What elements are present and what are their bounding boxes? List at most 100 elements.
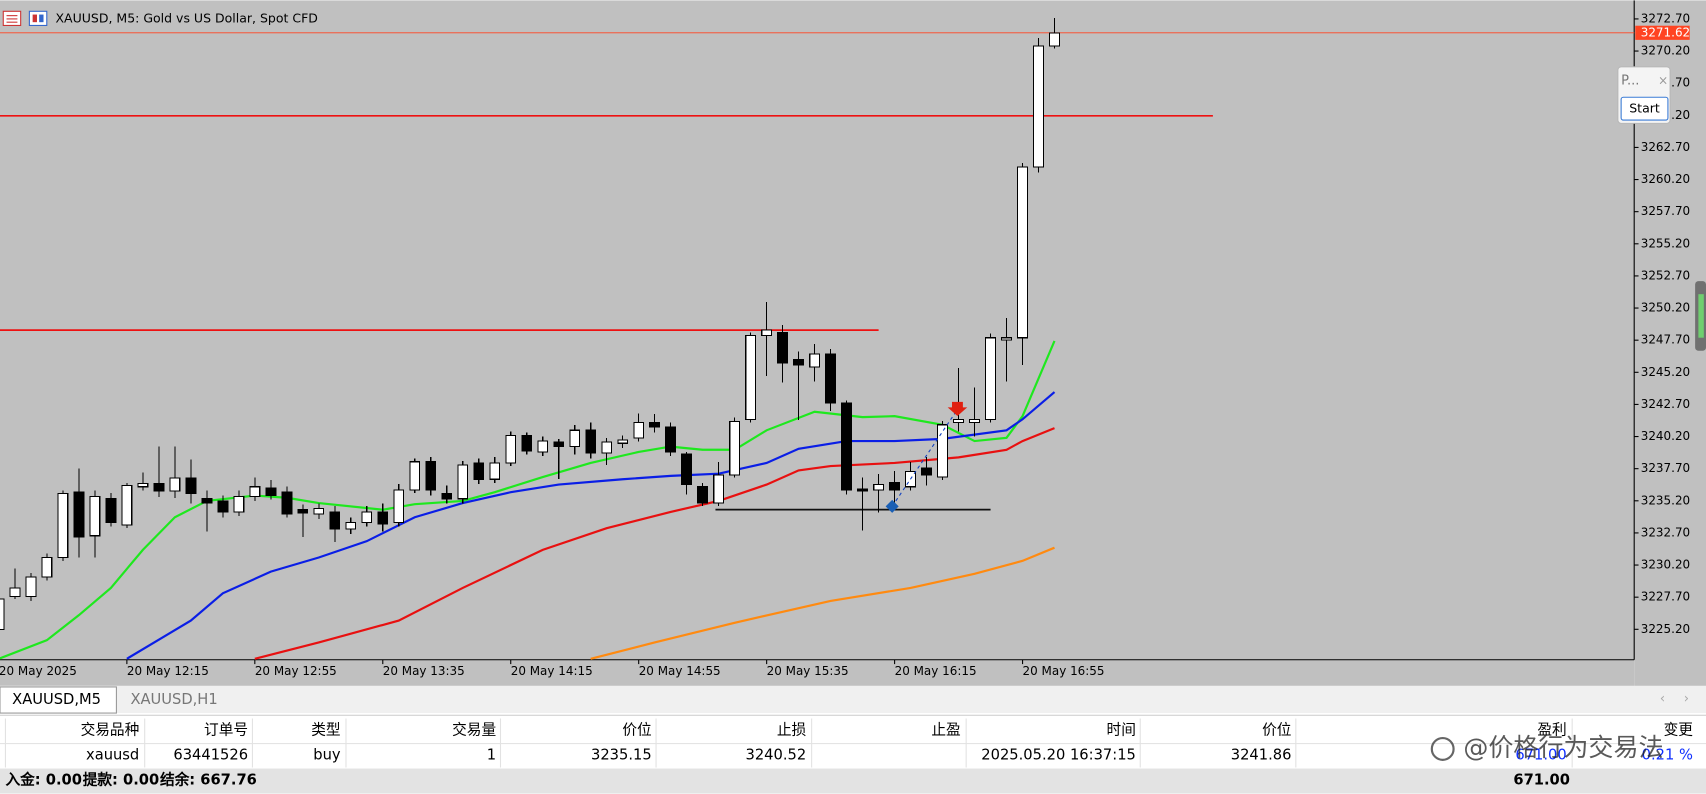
candle-body xyxy=(1017,166,1029,339)
watermark: @价格行为交易法 xyxy=(1430,733,1663,762)
column-header: 止损 xyxy=(777,721,807,738)
x-tick-label: 20 May 12:55 xyxy=(255,664,337,678)
column-header: 止盈 xyxy=(931,721,961,738)
candle-body xyxy=(617,439,629,444)
candle-body xyxy=(329,511,341,530)
y-tick-label: 3237.70 xyxy=(1641,461,1690,475)
candle-body xyxy=(345,522,357,530)
table-cell: 63441526 xyxy=(173,746,248,763)
tab-scroll[interactable]: › xyxy=(1684,691,1689,706)
candle-body xyxy=(217,500,229,513)
candle-body xyxy=(537,440,549,453)
tab-active[interactable] xyxy=(0,686,117,714)
candle-body xyxy=(105,498,117,524)
candle-body xyxy=(185,477,197,494)
chart-title: XAUUSD, M5: Gold vs US Dollar, Spot CFD xyxy=(55,10,317,25)
candle-body xyxy=(0,598,5,630)
candle-body xyxy=(473,462,485,480)
y-tick-label: 3232.70 xyxy=(1641,525,1690,539)
y-tick-label: 3230.20 xyxy=(1641,558,1690,572)
candle-body xyxy=(169,477,181,492)
column-header: 价位 xyxy=(1262,721,1292,738)
tab-label[interactable]: XAUUSD,H1 xyxy=(130,691,217,708)
y-tick-label: 3262.70 xyxy=(1641,140,1690,154)
y-tick-label: 3260.20 xyxy=(1641,172,1690,186)
trade-table xyxy=(0,715,1706,769)
candle-body xyxy=(1001,337,1013,341)
y-tick-label: 3257.70 xyxy=(1641,204,1690,218)
table-cell: 1 xyxy=(487,746,496,763)
candle-body xyxy=(889,481,901,491)
candle-body xyxy=(841,402,853,491)
candle-body xyxy=(297,509,309,514)
panel: P... × Start xyxy=(1617,66,1671,124)
table-cell: xauusd xyxy=(86,746,139,763)
candle-body xyxy=(681,453,693,486)
candle-body xyxy=(233,496,245,513)
candle-body xyxy=(521,435,533,452)
start-button[interactable] xyxy=(1620,96,1669,121)
plot: 3272.703270.203267.703265.203262.703260.… xyxy=(0,11,1690,678)
moving-average xyxy=(126,391,1056,660)
candle-body xyxy=(857,488,869,492)
x-tick-label: 20 May 13:35 xyxy=(383,664,465,678)
current-price-label: 3271.62 xyxy=(1641,25,1690,39)
table-cell: 3241.86 xyxy=(1231,746,1292,763)
y-tick-label: 3270.20 xyxy=(1641,44,1690,58)
y-tick-label: 3255.20 xyxy=(1641,236,1690,250)
y-tick-label: 3225.20 xyxy=(1641,622,1690,636)
column-header: 变更 xyxy=(1664,721,1694,738)
table-cell: 671.00 xyxy=(1515,746,1566,763)
column-header: 交易量 xyxy=(452,720,496,738)
start-button-label[interactable]: Start xyxy=(1629,101,1660,116)
candle-body xyxy=(745,335,757,420)
candle-body xyxy=(649,421,661,428)
panel-title: P... xyxy=(1621,73,1639,88)
icon xyxy=(39,14,44,23)
trade-rows: 交易品种 订单号 类型 交易量 价位 止损 止盈 时间 价位 盈利 变更 xauusd 63441526… xyxy=(4,718,1694,768)
icon xyxy=(28,10,48,26)
candle-body xyxy=(585,429,597,454)
column-header: 时间 xyxy=(1107,721,1136,738)
table-cell: 0.21 % xyxy=(1642,746,1693,763)
x-tick-label: 20 May 2025 xyxy=(0,664,77,678)
candle-body xyxy=(441,492,453,500)
candle-body xyxy=(569,429,581,448)
candle-body xyxy=(57,492,69,559)
candle-body xyxy=(777,331,789,364)
candle-body xyxy=(793,358,805,366)
x-tick-label: 20 May 15:35 xyxy=(767,664,849,678)
y-tick-label: 3242.70 xyxy=(1641,397,1690,411)
column-header: 盈利 xyxy=(1537,721,1566,738)
x-tick-label: 20 May 14:55 xyxy=(639,664,721,678)
candle-body xyxy=(73,491,85,538)
footer-balance: 结余: 667.76 xyxy=(160,771,257,789)
footer-deposit: 入金: 0.00 xyxy=(5,771,82,789)
footer-bar xyxy=(0,768,1706,794)
candle-body xyxy=(953,418,965,424)
candle-body xyxy=(809,353,821,368)
terminal-panel: XAUUSD,M5 XAUUSD,H1 ‹ › 入金: 0.00 提款: 0.0… xyxy=(0,685,1706,794)
candle-body xyxy=(377,511,389,525)
y-tick-label: 3252.70 xyxy=(1641,268,1690,282)
time-axis xyxy=(0,659,1635,686)
watermark-text: @价格行为交易法 xyxy=(1463,733,1663,762)
current-price-box xyxy=(1635,25,1690,40)
icon xyxy=(32,14,37,23)
candle-body xyxy=(137,483,149,488)
candle-body xyxy=(665,426,677,453)
candle-body xyxy=(937,424,949,478)
footer-withdrawal: 提款: 0.00 xyxy=(83,771,160,789)
tab-scroll[interactable]: ‹ xyxy=(1660,691,1665,706)
y-tick-label: 3272.70 xyxy=(1641,11,1690,25)
tab-label[interactable]: XAUUSD,M5 xyxy=(12,691,101,708)
tab-bar xyxy=(0,685,1706,714)
candle-body xyxy=(89,496,101,537)
entry-marker xyxy=(885,499,899,513)
candle-body xyxy=(121,485,133,526)
y-tick-label: 3240.20 xyxy=(1641,429,1690,443)
candle-body xyxy=(201,498,213,504)
moving-average xyxy=(0,340,1056,660)
panel-close[interactable]: × xyxy=(1658,73,1668,87)
